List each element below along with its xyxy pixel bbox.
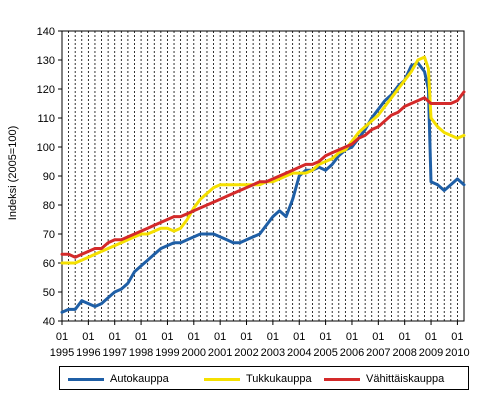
y-tick-label: 120 xyxy=(37,84,55,96)
x-tick-year-label: 1998 xyxy=(129,347,153,359)
x-tick-year-label: 2009 xyxy=(419,347,443,359)
y-tick-label: 60 xyxy=(43,258,55,270)
plot-frame xyxy=(61,30,465,322)
x-axis-ticks: 01 1995 01 1996 01 1997 01 1998 01 1999 01 2000 01 20… xyxy=(50,321,470,359)
legend-swatch-vahittaiskauppa xyxy=(324,377,360,381)
x-tick-year-label: 2008 xyxy=(392,347,416,359)
x-tick-month-label: 01 xyxy=(214,331,226,343)
legend-label-vahittaiskauppa: Vähittäiskauppa xyxy=(366,373,445,385)
x-tick-month-label: 01 xyxy=(267,331,279,343)
x-tick-year-label: 1997 xyxy=(102,347,126,359)
x-tick-year-label: 2002 xyxy=(234,347,258,359)
grid-lines xyxy=(68,31,458,321)
y-tick-label: 100 xyxy=(37,142,55,154)
x-tick-month-label: 01 xyxy=(399,331,411,343)
series-lines xyxy=(60,55,466,314)
x-tick-month-label: 01 xyxy=(425,331,437,343)
x-tick-month-label: 01 xyxy=(293,331,305,343)
y-tick-label: 70 xyxy=(43,229,55,241)
series-line-v-hitt-iskauppa xyxy=(60,90,466,259)
x-tick-year-label: 2000 xyxy=(182,347,206,359)
y-tick-label: 40 xyxy=(43,316,55,328)
x-tick-month-label: 01 xyxy=(82,331,94,343)
legend-item-autokauppa: Autokauppa xyxy=(68,371,169,387)
x-tick-month-label: 01 xyxy=(319,331,331,343)
x-tick-month-label: 01 xyxy=(346,331,358,343)
x-tick-year-label: 2007 xyxy=(366,347,390,359)
y-tick-label: 140 xyxy=(37,26,55,38)
x-tick-year-label: 1996 xyxy=(76,347,100,359)
legend-item-vahittaiskauppa: Vähittäiskauppa xyxy=(324,371,444,387)
legend-swatch-autokauppa xyxy=(68,377,104,381)
x-tick-month-label: 01 xyxy=(372,331,384,343)
y-tick-label: 130 xyxy=(37,55,55,67)
x-tick-year-label: 1995 xyxy=(50,347,74,359)
y-axis-ticks: 40 50 60 70 80 90 100 110 120 130 140 xyxy=(37,26,62,328)
y-tick-label: 90 xyxy=(43,171,55,183)
x-tick-month-label: 01 xyxy=(240,331,252,343)
x-tick-month-label: 01 xyxy=(135,331,147,343)
y-tick-label: 110 xyxy=(37,113,55,125)
x-tick-month-label: 01 xyxy=(56,331,68,343)
x-tick-month-label: 01 xyxy=(451,331,463,343)
x-tick-month-label: 01 xyxy=(161,331,173,343)
legend-label-autokauppa: Autokauppa xyxy=(110,373,169,385)
legend: Autokauppa Tukkukauppa Vähittäiskauppa xyxy=(59,366,469,390)
series-line-autokauppa xyxy=(60,61,466,314)
x-tick-month-label: 01 xyxy=(188,331,200,343)
x-tick-year-label: 2005 xyxy=(313,347,337,359)
x-tick-year-label: 2004 xyxy=(287,347,311,359)
y-axis-label: Indeksi (2005=100) xyxy=(7,126,19,220)
legend-swatch-tukkukauppa xyxy=(204,377,240,381)
x-tick-month-label: 01 xyxy=(109,331,121,343)
y-tick-label: 80 xyxy=(43,200,55,212)
x-tick-year-label: 2006 xyxy=(340,347,364,359)
legend-item-tukkukauppa: Tukkukauppa xyxy=(204,371,312,387)
x-tick-year-label: 2001 xyxy=(208,347,232,359)
legend-label-tukkukauppa: Tukkukauppa xyxy=(246,373,312,385)
x-tick-year-label: 1999 xyxy=(155,347,179,359)
y-tick-label: 50 xyxy=(43,287,55,299)
x-tick-year-label: 2010 xyxy=(445,347,469,359)
x-tick-year-label: 2003 xyxy=(261,347,285,359)
